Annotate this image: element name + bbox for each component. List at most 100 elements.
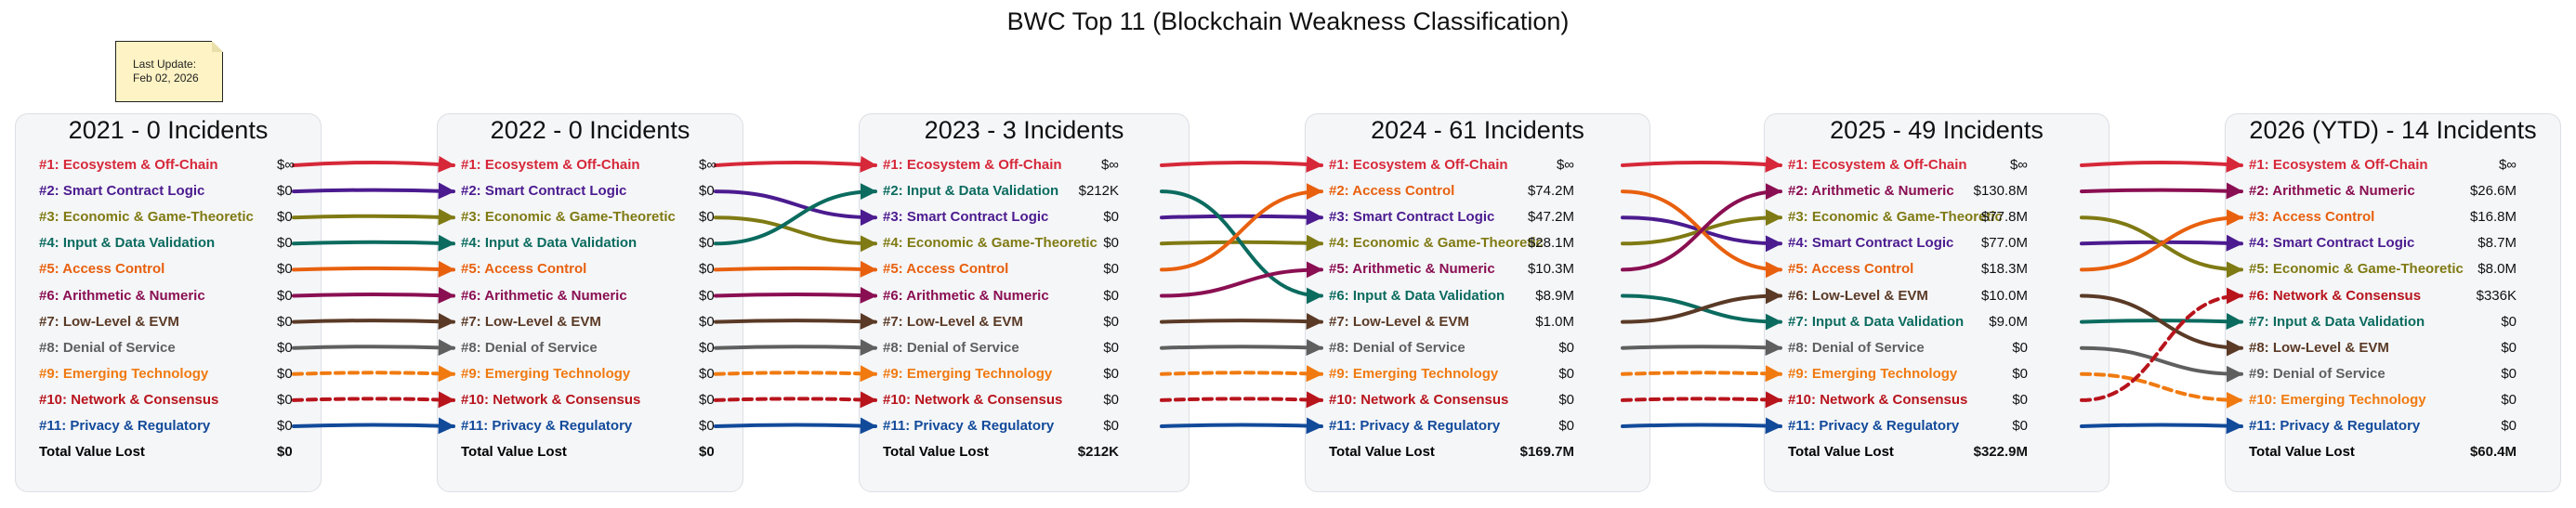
category-label: #2: Arithmetic & Numeric: [1788, 183, 1954, 200]
category-value: $0: [1103, 339, 1119, 356]
category-value: $0: [2501, 365, 2517, 382]
category-label: #4: Smart Contract Logic: [2249, 235, 2415, 252]
category-label: #6: Arithmetic & Numeric: [883, 287, 1049, 304]
category-label: #7: Low-Level & EVM: [883, 313, 1023, 330]
category-value: $∞: [277, 157, 296, 173]
category-value: $0: [277, 418, 293, 434]
category-label: #11: Privacy & Regulatory: [1329, 418, 1501, 434]
category-value: $0: [277, 339, 293, 356]
year-panel-title: 2025 - 49 Incidents: [1830, 116, 2044, 144]
category-value: $0: [2501, 418, 2517, 434]
category-label: #10: Network & Consensus: [883, 391, 1063, 408]
category-value: $0: [1103, 313, 1119, 330]
category-label: #5: Access Control: [883, 261, 1009, 278]
category-label: #11: Privacy & Regulatory: [883, 418, 1055, 434]
total-value-amount: $322.9M: [1973, 444, 2028, 461]
category-value: $0: [699, 209, 715, 226]
category-value: $18.3M: [1980, 261, 2028, 278]
category-value: $130.8M: [1973, 183, 2028, 200]
category-value: $0: [2501, 339, 2517, 356]
category-value: $0: [699, 339, 715, 356]
category-label: #7: Input & Data Validation: [2249, 313, 2425, 330]
category-label: #6: Arithmetic & Numeric: [461, 287, 627, 304]
category-value: $0: [699, 391, 715, 408]
total-value-label: Total Value Lost: [1788, 444, 1894, 461]
category-label: #3: Smart Contract Logic: [1329, 209, 1495, 226]
category-label: #4: Economic & Game-Theoretic: [883, 235, 1097, 252]
category-label: #10: Network & Consensus: [1788, 391, 1968, 408]
category-label: #3: Economic & Game-Theoretic: [461, 209, 676, 226]
category-label: #9: Emerging Technology: [883, 365, 1053, 382]
category-value: $0: [277, 287, 293, 304]
category-value: $0: [277, 235, 293, 252]
category-value: $0: [2012, 418, 2028, 434]
category-value: $8.0M: [2477, 261, 2517, 278]
category-label: #8: Denial of Service: [39, 339, 176, 356]
category-label: #6: Input & Data Validation: [1329, 287, 1505, 304]
category-label: #3: Access Control: [2249, 209, 2375, 226]
category-label: #3: Economic & Game-Theoretic: [1788, 209, 2003, 226]
category-label: #6: Arithmetic & Numeric: [39, 287, 205, 304]
category-label: #3: Smart Contract Logic: [883, 209, 1049, 226]
category-value: $1.0M: [1535, 313, 1574, 330]
category-value: $8.7M: [2477, 235, 2517, 252]
category-label: #8: Denial of Service: [1329, 339, 1465, 356]
category-value: $10.0M: [1980, 287, 2028, 304]
year-panel-title: 2024 - 61 Incidents: [1371, 116, 1584, 144]
year-panel: 2022 - 0 Incidents: [437, 113, 743, 492]
category-value: $47.2M: [1527, 209, 1574, 226]
category-value: $0: [699, 313, 715, 330]
category-label: #1: Ecosystem & Off-Chain: [2249, 157, 2428, 173]
category-value: $0: [699, 183, 715, 200]
year-panel: 2023 - 3 Incidents: [859, 113, 1189, 492]
category-label: #9: Emerging Technology: [1329, 365, 1499, 382]
category-value: $0: [699, 418, 715, 434]
total-value-label: Total Value Lost: [39, 444, 145, 461]
category-value: $0: [277, 261, 293, 278]
note-line-2: Feb 02, 2026: [133, 72, 199, 85]
last-update-note: Last Update: Feb 02, 2026: [115, 40, 224, 102]
category-label: #5: Access Control: [1788, 261, 1914, 278]
total-value-label: Total Value Lost: [2249, 444, 2355, 461]
category-label: #9: Emerging Technology: [461, 365, 631, 382]
category-value: $0: [1558, 365, 1574, 382]
category-value: $0: [277, 365, 293, 382]
category-label: #2: Smart Contract Logic: [39, 183, 205, 200]
category-value: $0: [277, 391, 293, 408]
category-label: #7: Low-Level & EVM: [461, 313, 601, 330]
category-label: #11: Privacy & Regulatory: [2249, 418, 2421, 434]
category-value: $0: [1558, 391, 1574, 408]
category-label: #9: Denial of Service: [2249, 365, 2385, 382]
category-value: $74.2M: [1527, 183, 1574, 200]
category-value: $28.1M: [1527, 235, 1574, 252]
category-label: #9: Emerging Technology: [39, 365, 209, 382]
category-label: #2: Access Control: [1329, 183, 1455, 200]
category-label: #2: Arithmetic & Numeric: [2249, 183, 2415, 200]
total-value-label: Total Value Lost: [883, 444, 989, 461]
category-label: #2: Input & Data Validation: [883, 183, 1059, 200]
total-value-amount: $169.7M: [1519, 444, 1574, 461]
category-label: #11: Privacy & Regulatory: [1788, 418, 1960, 434]
category-label: #8: Low-Level & EVM: [2249, 339, 2389, 356]
category-value: $9.0M: [1989, 313, 2028, 330]
category-label: #7: Input & Data Validation: [1788, 313, 1965, 330]
category-value: $0: [699, 365, 715, 382]
category-value: $336K: [2476, 287, 2517, 304]
year-panel-title: 2022 - 0 Incidents: [490, 116, 690, 144]
year-panel: 2026 (YTD) - 14 Incidents: [2225, 113, 2561, 492]
year-panel-title: 2026 (YTD) - 14 Incidents: [2249, 116, 2537, 144]
note-line-1: Last Update:: [133, 58, 197, 71]
category-label: #5: Economic & Game-Theoretic: [2249, 261, 2464, 278]
category-value: $0: [277, 209, 293, 226]
category-value: $∞: [2498, 157, 2517, 173]
year-panel: 2024 - 61 Incidents: [1305, 113, 1650, 492]
category-value: $0: [1103, 287, 1119, 304]
category-label: #8: Denial of Service: [1788, 339, 1925, 356]
year-panel: 2021 - 0 Incidents: [15, 113, 322, 492]
category-value: $212K: [1078, 183, 1119, 200]
category-value: $0: [1103, 391, 1119, 408]
category-label: #10: Emerging Technology: [2249, 391, 2426, 408]
category-value: $0: [699, 235, 715, 252]
